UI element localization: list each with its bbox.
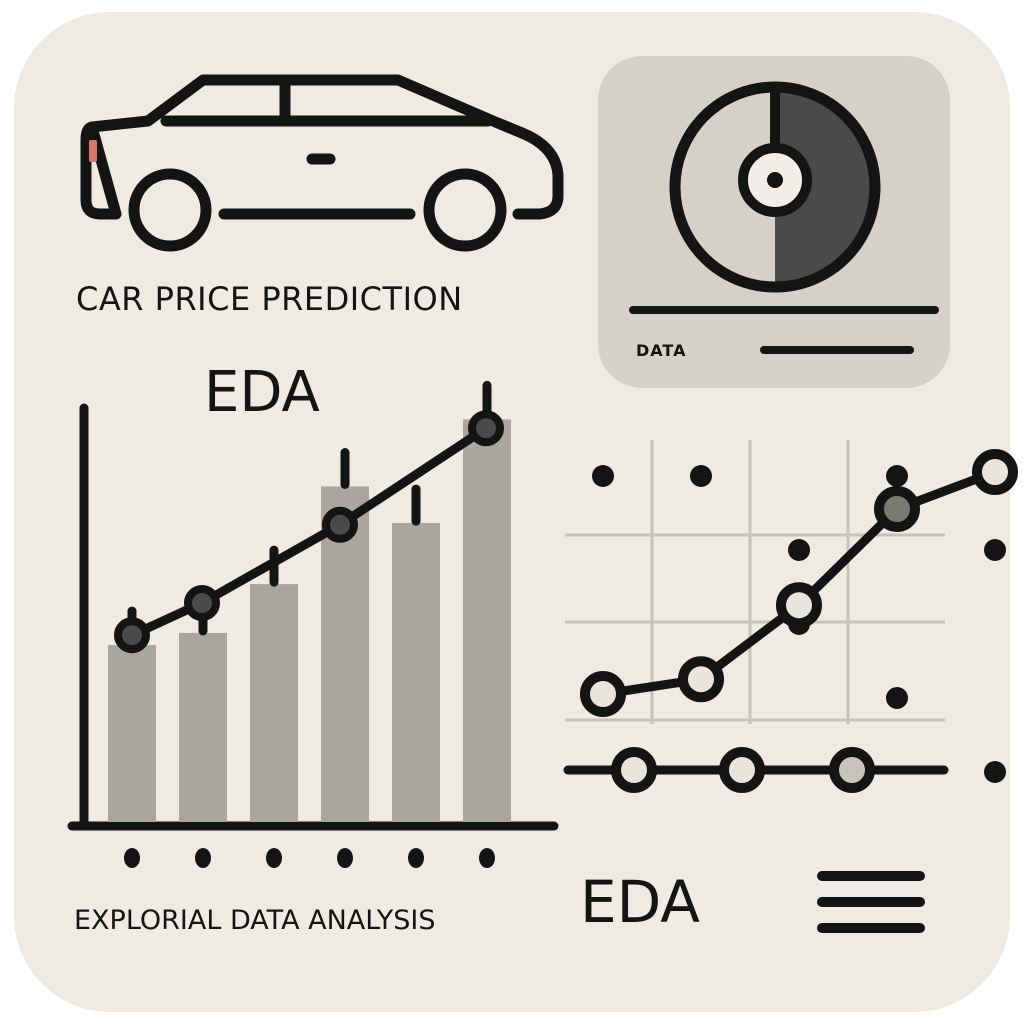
scatter-point: [886, 465, 908, 487]
scatter-trend-point: [678, 656, 724, 703]
trend-point: [468, 410, 504, 447]
x-tick: [337, 848, 353, 868]
x-tick: [479, 848, 495, 868]
scatter-trend-point: [874, 486, 920, 532]
scatter-point: [984, 539, 1006, 561]
bar: [321, 486, 369, 822]
car-icon: [80, 74, 564, 252]
scatter-point: [788, 539, 810, 561]
scatter-point: [886, 687, 908, 709]
subtitle: EXPLORIAL DATA ANALYSIS: [74, 905, 436, 936]
x-tick: [266, 848, 282, 868]
data-label: DATA: [636, 341, 687, 360]
scatter-trend-point: [580, 671, 626, 717]
bar: [392, 523, 440, 822]
trend-point: [114, 617, 150, 654]
eda-heading-top: EDA: [204, 360, 320, 425]
x-tick: [408, 848, 424, 868]
bar: [108, 645, 156, 822]
scatter-point: [592, 465, 614, 487]
pie-chart-icon: [669, 81, 881, 293]
title: CAR PRICE PREDICTION: [76, 280, 463, 318]
eda-heading-bottom: EDA: [580, 868, 700, 936]
scatter-chart: [563, 440, 1018, 793]
bar: [463, 419, 511, 822]
scatter-trend-point: [776, 582, 822, 629]
bar: [250, 584, 298, 822]
x-tick: [195, 848, 211, 868]
scatter-point: [984, 761, 1006, 783]
dot-line: [563, 747, 949, 793]
trend-point: [322, 506, 358, 543]
menu-icon: [817, 871, 925, 933]
grid: [565, 440, 945, 724]
scatter-trend-point: [972, 449, 1018, 495]
trend-line: [130, 424, 489, 640]
tail-light: [89, 140, 97, 162]
scatter-point: [690, 465, 712, 487]
x-tick: [124, 848, 140, 868]
bar: [179, 632, 227, 822]
bar-line-chart: [67, 380, 559, 868]
trend-point: [184, 585, 220, 621]
